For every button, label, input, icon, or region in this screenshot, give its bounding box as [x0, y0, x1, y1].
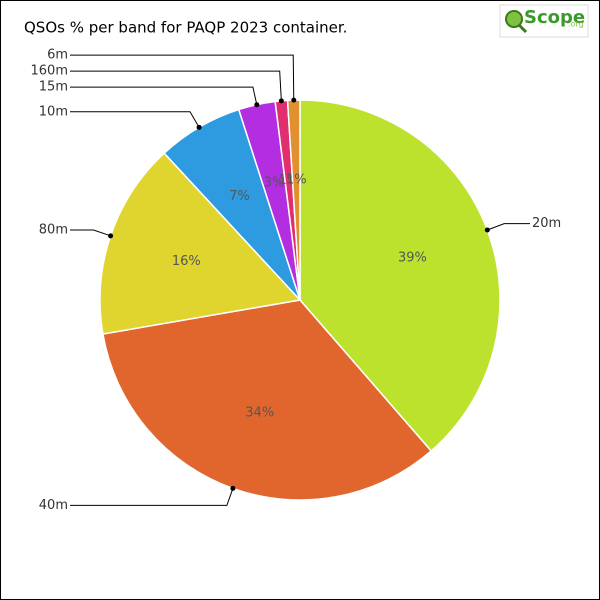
slice-percent: 34% — [245, 406, 274, 421]
leader-line — [70, 86, 258, 105]
slice-percent: 7% — [229, 189, 250, 204]
leader-dot — [278, 98, 284, 104]
leader-line — [70, 70, 282, 101]
leader-line — [70, 111, 200, 128]
leader-line — [70, 488, 234, 506]
logo-icon — [505, 10, 523, 28]
slice-label: 10m — [39, 104, 68, 119]
slice-label: 6m — [47, 48, 68, 63]
slice-label: 40m — [39, 498, 68, 513]
leader-dot — [108, 233, 114, 239]
leader-dot — [230, 485, 236, 491]
logo-name: Scope — [524, 7, 585, 28]
logo: Scope .org — [499, 4, 589, 38]
leader-dot — [196, 124, 202, 130]
chart-title: QSOs % per band for PAQP 2023 container. — [24, 19, 347, 37]
slice-percent: 39% — [398, 250, 427, 265]
leader-dot — [254, 102, 260, 108]
logo-handle — [517, 23, 528, 34]
leader-line — [70, 229, 111, 237]
slice-label: 80m — [39, 223, 68, 238]
leader-dot — [291, 97, 297, 103]
leader-dot — [484, 227, 490, 233]
slice-label: 160m — [31, 64, 68, 79]
logo-domain: .org — [568, 20, 584, 29]
leader-line — [70, 54, 295, 101]
slice-percent: 1% — [286, 173, 307, 188]
slice-label: 20m — [532, 216, 561, 231]
slice-percent: 16% — [172, 254, 201, 269]
slice-label: 15m — [39, 80, 68, 95]
slice-percent: 3% — [264, 175, 285, 190]
leader-line — [487, 223, 530, 231]
